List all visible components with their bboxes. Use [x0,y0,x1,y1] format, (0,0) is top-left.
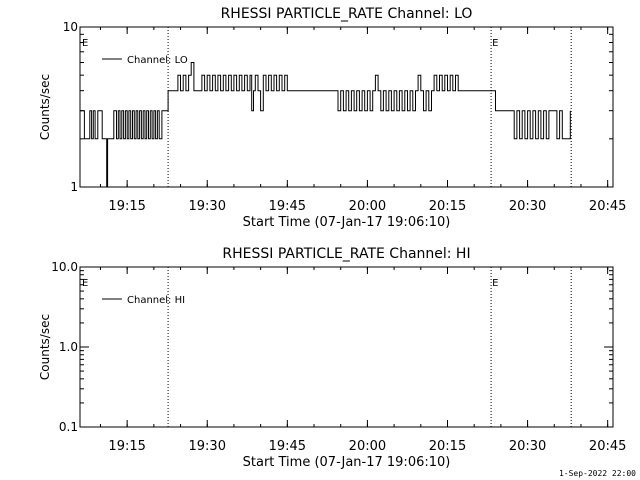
y-tick-label: 10 [63,20,78,34]
x-tick-label: 20:30 [509,439,546,454]
x-tick-label: 20:15 [429,199,466,214]
event-marker-label: E [492,278,498,289]
x-tick-label: 20:15 [429,439,466,454]
x-tick-label: 20:45 [589,199,626,214]
x-tick-label: 20:30 [509,199,546,214]
lo-left-marker-label: E [82,38,88,49]
series-line-lo [80,62,571,188]
x-tick-label: 19:45 [269,199,306,214]
x-tick-label: 19:30 [189,439,226,454]
footer-timestamp: 1-Sep-2022 22:00 [558,469,636,478]
hi-channel-panel: RHESSI PARTICLE_RATE Channel: HI Start T… [38,246,626,470]
lo-legend-label: Channel: LO [127,55,188,66]
x-tick-label: 19:15 [108,439,145,454]
y-tick-label: 0.1 [59,420,78,434]
lo-channel-panel: RHESSI PARTICLE_RATE Channel: LO Start T… [38,6,626,230]
hi-legend-label: Channel: HI [127,295,185,306]
y-tick-label: 1.0 [59,340,78,354]
x-tick-label: 19:30 [189,199,226,214]
hi-chart-title: RHESSI PARTICLE_RATE Channel: HI [222,246,470,262]
plot-frame [79,26,614,188]
hi-x-axis-label: Start Time (07-Jan-17 19:06:10) [243,455,451,470]
event-marker-label: E [492,38,498,49]
x-tick-label: 20:00 [349,199,386,214]
lo-chart-title: RHESSI PARTICLE_RATE Channel: LO [221,6,473,22]
hi-y-axis-label: Counts/sec [38,314,52,380]
plot-frame [79,266,614,428]
x-tick-label: 20:00 [349,439,386,454]
y-tick-label: 10.0 [51,260,78,274]
x-tick-label: 19:15 [108,199,145,214]
x-tick-label: 20:45 [589,439,626,454]
y-tick-label: 1 [70,180,78,194]
lo-x-axis-label: Start Time (07-Jan-17 19:06:10) [243,215,451,230]
x-tick-label: 19:45 [269,439,306,454]
hi-left-marker-label: E [82,278,88,289]
lo-y-axis-label: Counts/sec [38,74,52,140]
